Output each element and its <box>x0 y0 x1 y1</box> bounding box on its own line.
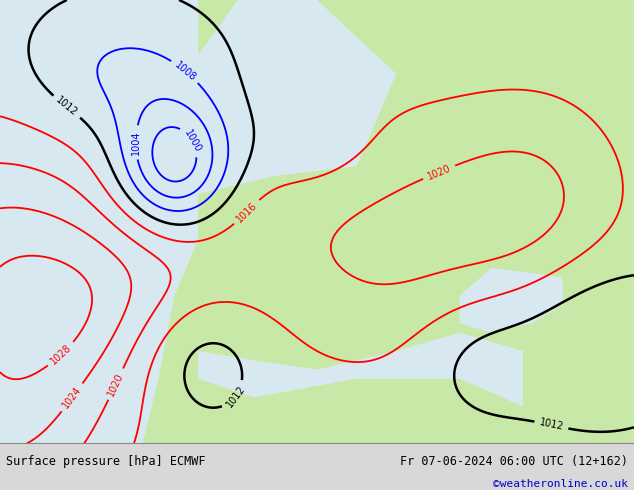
Text: 1020: 1020 <box>426 163 452 181</box>
Text: ©weatheronline.co.uk: ©weatheronline.co.uk <box>493 479 628 490</box>
Text: 1020: 1020 <box>106 371 126 397</box>
Polygon shape <box>0 0 198 443</box>
Text: Fr 07-06-2024 06:00 UTC (12+162): Fr 07-06-2024 06:00 UTC (12+162) <box>399 455 628 467</box>
Text: Surface pressure [hPa] ECMWF: Surface pressure [hPa] ECMWF <box>6 455 206 467</box>
Polygon shape <box>198 0 396 194</box>
Polygon shape <box>198 333 523 407</box>
Text: 1008: 1008 <box>172 59 198 83</box>
Text: 1000: 1000 <box>182 128 203 154</box>
Text: 1024: 1024 <box>61 385 84 410</box>
Text: 1004: 1004 <box>131 130 141 155</box>
Polygon shape <box>460 268 563 333</box>
Text: 1012: 1012 <box>54 95 79 119</box>
Text: 1012: 1012 <box>538 417 564 432</box>
Text: 1028: 1028 <box>49 343 74 367</box>
Text: 1012: 1012 <box>224 383 247 409</box>
Text: 1016: 1016 <box>235 200 259 224</box>
